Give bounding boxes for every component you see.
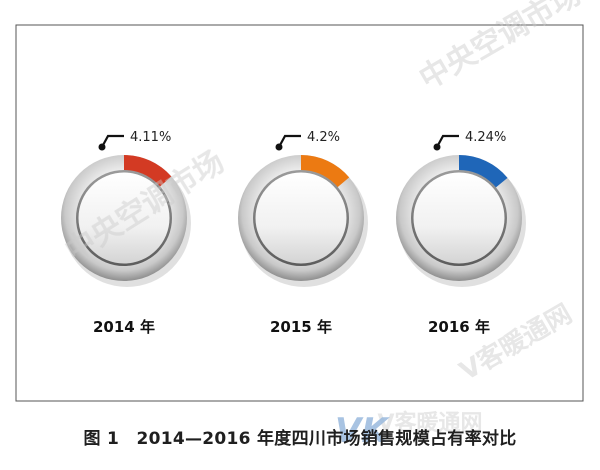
share-segment	[301, 155, 350, 189]
watermark-text: V客暖通网	[377, 410, 482, 436]
value-label: 4.24%	[465, 130, 506, 145]
year-label: 2016 年	[428, 318, 490, 336]
value-label: 4.2%	[307, 130, 340, 145]
donut-3: 4.24% 2016 年	[396, 130, 526, 336]
leader-line	[278, 134, 301, 148]
leader-line	[101, 134, 124, 148]
donut-1: 4.11% 2014 年	[61, 130, 191, 336]
inner-face	[413, 172, 505, 264]
leader-line	[436, 134, 459, 148]
value-label: 4.11%	[130, 130, 171, 145]
inner-face	[78, 172, 170, 264]
share-segment	[124, 155, 172, 188]
share-segment	[459, 155, 508, 189]
figure-caption: 图 1 2014—2016 年度四川市场销售规模占有率对比	[83, 429, 517, 449]
inner-face	[255, 172, 347, 264]
year-label: 2015 年	[270, 318, 332, 336]
donut-group: 4.11% 2014 年 4.2% 2015 年 4.24% 2016 年	[61, 130, 526, 336]
year-label: 2014 年	[93, 318, 155, 336]
donut-2: 4.2% 2015 年	[238, 130, 368, 336]
watermark-logo: VK	[335, 411, 390, 451]
